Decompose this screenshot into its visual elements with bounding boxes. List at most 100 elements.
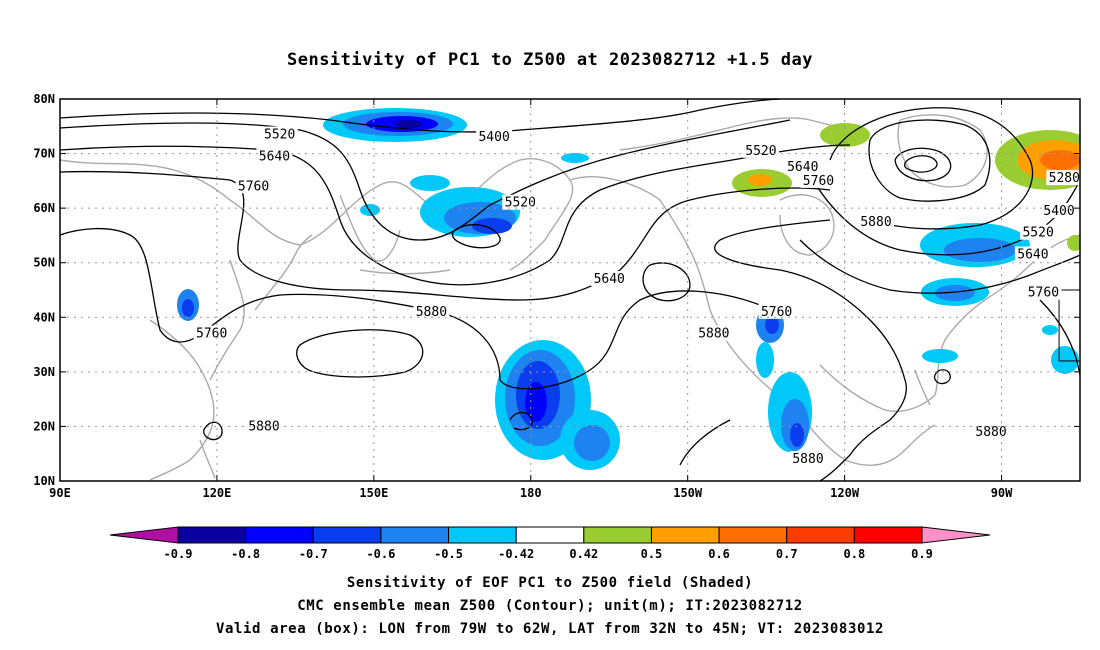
caption-line-2: CMC ensemble mean Z500 (Contour); unit(m…	[297, 598, 803, 614]
x-tick-label: 120E	[202, 486, 231, 500]
colorbar-label: 0.9	[911, 547, 933, 561]
contour-5280-ring1	[894, 147, 952, 182]
contour-label: 5640	[787, 160, 818, 175]
colorbar-segment	[515, 526, 585, 544]
contour-label: 5400	[478, 130, 509, 145]
philippines-coast	[199, 439, 216, 479]
colorbar-segment	[718, 526, 788, 544]
contour-label: 5280	[1049, 171, 1080, 186]
shade-blob	[561, 153, 589, 163]
colorbar-label: 0.5	[641, 547, 663, 561]
colorbar-label: 0.8	[844, 547, 866, 561]
valid-area-box	[1058, 289, 1080, 362]
contour-label: 5760	[1028, 286, 1059, 301]
map-frame	[59, 98, 1081, 482]
y-tick-label: 50N	[33, 256, 55, 270]
contour-label-bg	[413, 303, 450, 319]
x-tick-label: 180	[520, 486, 542, 500]
shade-blob	[790, 423, 804, 447]
asia-east-coast	[60, 159, 451, 246]
contour-labels: 5520 5400 5640 5760 5520 5520 5640 5760 5880 5280…	[193, 126, 1080, 467]
contour-5520-cutoff	[451, 224, 501, 249]
y-tick-label: 60N	[33, 201, 55, 215]
colorbar-segment	[448, 526, 517, 544]
x-tick-label: 150E	[359, 486, 388, 500]
contour-label-bg	[973, 423, 1010, 439]
sensitivity-shading	[177, 108, 1080, 470]
colorbar-label: 0.6	[708, 547, 730, 561]
colorbar-segment	[853, 526, 923, 544]
contour-label: 5520	[505, 196, 536, 211]
colorbar-label: -0.5	[434, 547, 463, 561]
contour-5760	[60, 170, 831, 301]
contour-5880-pacific	[60, 227, 761, 390]
shade-blob	[922, 349, 958, 363]
kamchatka-coast	[339, 194, 401, 262]
shade-blob	[395, 120, 423, 128]
contour-label-bg	[784, 159, 821, 175]
y-tick-label: 40N	[33, 310, 55, 324]
contour-label: 5760	[196, 327, 227, 342]
colorbar-segment	[380, 526, 450, 544]
contour-5520	[60, 119, 791, 241]
contour-label: 5520	[1022, 226, 1053, 241]
contour-label-bg	[1014, 246, 1051, 262]
contour-5880-atlantic	[1039, 299, 1080, 376]
contour-label-bg	[591, 271, 628, 287]
contour-5880-southern	[679, 419, 731, 466]
colorbar-segment	[583, 526, 652, 544]
colorbar-segment	[312, 526, 382, 544]
x-tick-label: 120W	[830, 486, 860, 500]
y-tick-label: 70N	[33, 147, 55, 161]
shade-blob	[1040, 150, 1080, 170]
colorbar: -0.9 -0.8 -0.7 -0.6 -0.5 -0.42 0.42 0.5 0.6 0.7 0.…	[109, 526, 991, 561]
y-tick-label: 30N	[33, 365, 55, 379]
shade-blob	[748, 174, 772, 186]
contour-label: 5880	[416, 305, 447, 320]
japan-islands	[254, 234, 313, 311]
shade-blob	[410, 175, 450, 191]
contour-label: 5760	[238, 179, 269, 194]
contour-5400-east	[868, 119, 991, 202]
chart-title: Sensitivity of PC1 to Z500 at 2023082712…	[286, 50, 813, 70]
contour-label: 5520	[264, 127, 295, 142]
contour-label: 5880	[860, 215, 891, 230]
contour-label: 5640	[259, 149, 290, 164]
hudson-bay-coast	[779, 194, 835, 256]
contour-5280-ring2	[903, 155, 938, 173]
caption-line-1: Sensitivity of EOF PC1 to Z500 field (Sh…	[346, 575, 754, 591]
shade-blob	[360, 204, 380, 216]
contour-label-bg	[235, 178, 272, 194]
china-coast	[149, 319, 215, 481]
contour-label: 5760	[761, 305, 792, 320]
alaska-coast	[449, 158, 574, 271]
contour-label: 5520	[745, 144, 776, 159]
shade-blob	[1067, 235, 1080, 251]
colorbar-label: 0.42	[569, 547, 598, 561]
contour-5880-hook	[509, 411, 533, 431]
contour-5880-small-ring	[203, 421, 223, 441]
colorbar-label: 0.7	[776, 547, 798, 561]
y-tick-label: 20N	[33, 419, 55, 433]
colorbar-label: -0.7	[299, 547, 328, 561]
colorbar-label: -0.9	[164, 547, 193, 561]
gulf-of-mexico-coast	[819, 364, 936, 412]
contour-label: 5880	[792, 452, 823, 467]
colorbar-end-high	[921, 526, 991, 544]
shade-blob	[182, 299, 194, 317]
colorbar-segment	[177, 526, 247, 544]
central-america-coast	[844, 424, 936, 466]
shade-blob	[574, 425, 610, 461]
grid-lines	[60, 99, 1080, 481]
shade-blob	[1042, 325, 1058, 335]
contour-label-bg	[758, 303, 795, 319]
x-tick-label: 90W	[991, 486, 1013, 500]
contour-label-bg	[858, 213, 894, 229]
contour-5760-cutoff	[642, 262, 691, 302]
colorbar-label: -0.6	[366, 547, 395, 561]
shade-blob	[756, 342, 774, 378]
contour-label-bg	[695, 325, 732, 341]
colorbar-segment	[245, 526, 314, 544]
colorbar-segment	[786, 526, 855, 544]
